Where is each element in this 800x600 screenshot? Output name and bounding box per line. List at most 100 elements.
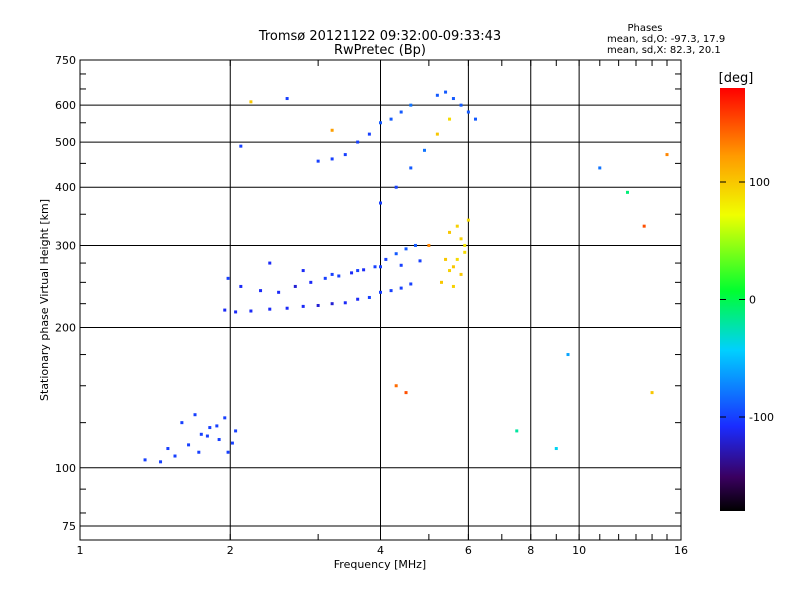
colorbar-ticks: 100 0 -100 (720, 176, 774, 424)
data-point (301, 269, 305, 273)
data-point (180, 421, 184, 425)
chart-subtitle: RwPretec (Bp) (334, 43, 426, 58)
data-point (598, 166, 602, 170)
x-tick-label: 4 (377, 544, 384, 557)
data-point (199, 432, 203, 436)
data-point (309, 280, 313, 284)
data-point (367, 132, 371, 136)
data-point (404, 247, 408, 251)
colorbar-tick-label: 100 (749, 176, 770, 189)
data-point (379, 265, 382, 269)
data-point (234, 310, 238, 314)
data-point (451, 97, 455, 101)
data-point (435, 93, 439, 97)
data-point (330, 272, 334, 276)
data-point (466, 218, 470, 222)
data-point (448, 269, 452, 273)
chart-title: Tromsø 20121122 09:32:00-09:33:43 (258, 29, 501, 44)
data-point (234, 429, 238, 433)
data-point (373, 265, 377, 269)
data-point (379, 201, 382, 205)
data-point (249, 100, 253, 104)
y-tick-label: 100 (55, 462, 76, 475)
data-point (459, 272, 463, 276)
data-point (143, 458, 147, 462)
data-point (356, 269, 360, 273)
data-point (566, 353, 570, 357)
data-point (230, 441, 234, 445)
data-point (418, 259, 422, 263)
data-point (316, 303, 320, 307)
data-point (268, 261, 272, 265)
data-point (226, 276, 230, 280)
info-box-title: Phases (627, 23, 662, 34)
data-point (367, 295, 371, 299)
data-point (350, 271, 354, 275)
data-point (409, 166, 413, 170)
data-point (665, 153, 669, 157)
data-point (379, 121, 382, 125)
data-point (650, 391, 654, 395)
data-point (384, 257, 388, 261)
y-tick-label: 75 (62, 520, 76, 533)
data-point (223, 308, 227, 312)
y-axis-label: Stationary phase Virtual Height [km] (38, 199, 51, 401)
data-point (316, 159, 320, 163)
data-point (293, 284, 297, 288)
data-point (515, 429, 519, 433)
data-point (389, 289, 393, 293)
data-point (394, 252, 398, 256)
grid-lines (80, 59, 681, 540)
data-point (440, 280, 444, 284)
data-point (422, 148, 426, 152)
data-point (427, 243, 431, 247)
data-point (226, 450, 230, 454)
data-point (448, 117, 452, 121)
data-point (404, 391, 408, 395)
colorbar-tick-label: -100 (749, 411, 774, 424)
data-point (625, 190, 629, 194)
data-point (205, 434, 209, 438)
data-point (466, 110, 470, 114)
info-box-line-x: mean, sd,X: 82.3, 20.1 (607, 45, 721, 56)
data-point (448, 230, 452, 234)
data-point (435, 132, 439, 136)
data-point (223, 416, 227, 420)
data-point (394, 384, 398, 388)
x-axis-label: Frequency [MHz] (334, 558, 426, 571)
data-point (343, 153, 347, 157)
data-point (239, 284, 243, 288)
data-point (215, 424, 219, 428)
data-point (409, 282, 413, 286)
data-point (301, 304, 305, 308)
y-tick-label: 600 (55, 99, 76, 112)
data-point (343, 301, 347, 305)
info-box-line-o: mean, sd,O: -97.3, 17.9 (607, 34, 725, 45)
data-point (379, 290, 382, 294)
data-point (268, 307, 272, 311)
data-point (463, 243, 467, 247)
data-point (473, 117, 477, 121)
data-point (193, 413, 197, 417)
x-tick-label: 2 (227, 544, 234, 557)
data-point (389, 117, 393, 121)
y-tick-label: 400 (55, 181, 76, 194)
x-tick-label: 1 (77, 544, 84, 557)
data-point (330, 157, 334, 161)
data-point (285, 306, 289, 310)
y-tick-label: 750 (55, 54, 76, 67)
data-point (399, 263, 403, 267)
data-point (451, 265, 455, 269)
data-point (159, 460, 163, 464)
data-point (330, 128, 334, 132)
data-point (217, 438, 221, 442)
data-point (356, 140, 360, 144)
data-point (330, 302, 334, 306)
x-tick-label: 16 (674, 544, 688, 557)
data-point (399, 286, 403, 290)
y-tick-label: 500 (55, 136, 76, 149)
data-point (455, 257, 459, 261)
data-point (249, 309, 253, 313)
data-point (642, 224, 646, 228)
data-point (413, 243, 417, 247)
